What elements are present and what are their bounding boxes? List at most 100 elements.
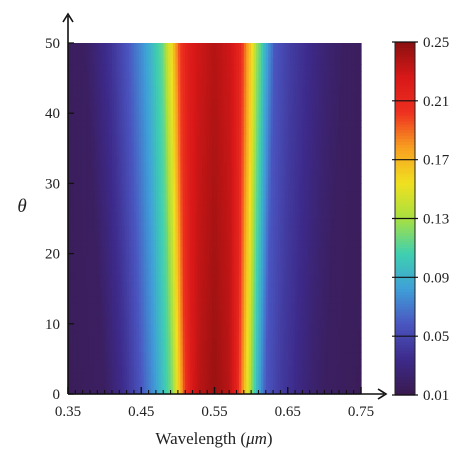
heatmap-cell: [202, 295, 206, 304]
heatmap-cell: [119, 183, 123, 192]
heatmap-cell: [182, 358, 186, 367]
heatmap-cell: [285, 120, 289, 128]
heatmap-cell: [104, 358, 108, 367]
heatmap-cell: [72, 281, 76, 290]
heatmap-cell: [321, 302, 325, 311]
heatmap-cell: [148, 127, 152, 135]
heatmap-cell: [155, 316, 159, 325]
heatmap-cell: [89, 190, 94, 199]
heatmap-cell: [287, 169, 291, 177]
heatmap-cell: [343, 113, 347, 121]
heatmap-cell: [256, 141, 260, 149]
heatmap-cell: [190, 295, 194, 304]
heatmap-cell: [129, 176, 133, 184]
heatmap-cell: [246, 358, 250, 367]
heatmap-cell: [312, 344, 316, 353]
heatmap-cell: [111, 323, 115, 332]
heatmap-cell: [136, 190, 140, 199]
heatmap-cell: [321, 295, 325, 304]
heatmap-cell: [143, 190, 147, 199]
heatmap-cell: [89, 309, 94, 318]
heatmap-cell: [202, 106, 206, 114]
heatmap-cell: [292, 358, 296, 367]
heatmap-cell: [221, 141, 225, 149]
heatmap-cell: [185, 309, 189, 318]
heatmap-cell: [321, 120, 325, 128]
heatmap-cell: [312, 267, 316, 276]
heatmap-cell: [168, 106, 172, 114]
heatmap-cell: [124, 372, 128, 381]
heatmap-cell: [341, 379, 345, 388]
heatmap-cell: [265, 190, 269, 199]
heatmap-cell: [212, 113, 216, 121]
heatmap-cell: [68, 204, 72, 213]
heatmap-cell: [256, 211, 260, 220]
heatmap-cell: [77, 281, 81, 290]
heatmap-cell: [85, 330, 89, 339]
heatmap-cell: [190, 337, 194, 346]
heatmap-cell: [121, 281, 125, 290]
heatmap-cell: [180, 281, 184, 290]
heatmap-cell: [138, 260, 142, 269]
heatmap-cell: [226, 267, 230, 276]
heatmap-cell: [287, 176, 291, 184]
heatmap-cell: [85, 169, 89, 177]
heatmap-cell: [131, 295, 135, 304]
heatmap-cell: [107, 141, 111, 149]
heatmap-cell: [348, 274, 352, 283]
heatmap-cell: [160, 106, 164, 114]
heatmap-cell: [295, 183, 299, 192]
heatmap-cell: [85, 253, 89, 262]
heatmap-cell: [353, 281, 357, 290]
heatmap-cell: [319, 197, 323, 206]
heatmap-cell: [295, 295, 299, 304]
heatmap-cell: [153, 155, 157, 163]
heatmap-cell: [121, 344, 125, 353]
heatmap-cell: [182, 141, 186, 149]
heatmap-cell: [224, 106, 228, 114]
heatmap-cell: [119, 218, 123, 227]
heatmap-cell: [324, 274, 328, 283]
heatmap-cell: [258, 358, 262, 367]
heatmap-cell: [348, 372, 352, 381]
heatmap-cell: [246, 134, 250, 142]
heatmap-cell: [290, 141, 294, 149]
heatmap-cell: [187, 106, 191, 114]
heatmap-cell: [273, 386, 277, 395]
heatmap-cell: [119, 260, 123, 269]
heatmap-cell: [124, 127, 128, 135]
heatmap-cell: [348, 267, 352, 276]
heatmap-cell: [194, 218, 199, 227]
heatmap-cell: [129, 113, 133, 121]
heatmap-cell: [346, 239, 350, 248]
heatmap-cell: [70, 246, 74, 255]
heatmap-cell: [324, 323, 328, 332]
heatmap-cell: [263, 232, 267, 241]
heatmap-cell: [172, 204, 177, 213]
heatmap-cell: [299, 316, 303, 325]
heatmap-cell: [216, 330, 220, 339]
heatmap-cell: [319, 260, 323, 269]
heatmap-cell: [236, 288, 240, 297]
heatmap-cell: [185, 344, 189, 353]
heatmap-cell: [158, 141, 162, 149]
heatmap-cell: [299, 295, 303, 304]
heatmap-cell: [309, 274, 313, 283]
heatmap-cell: [87, 386, 91, 395]
heatmap-cell: [126, 295, 130, 304]
heatmap-cell: [104, 106, 108, 114]
heatmap-cell: [312, 302, 316, 311]
heatmap-cell: [70, 113, 74, 121]
heatmap-cell: [104, 295, 108, 304]
heatmap-cell: [275, 106, 279, 114]
heatmap-cell: [314, 218, 318, 227]
heatmap-cell: [102, 379, 106, 388]
heatmap-cell: [104, 246, 108, 255]
heatmap-cell: [304, 232, 308, 241]
heatmap-cell: [126, 155, 130, 163]
heatmap-cell: [77, 274, 81, 283]
heatmap-cell: [351, 295, 355, 304]
heatmap-cell: [185, 127, 189, 135]
heatmap-cell: [136, 120, 140, 128]
heatmap-cell: [216, 113, 220, 121]
